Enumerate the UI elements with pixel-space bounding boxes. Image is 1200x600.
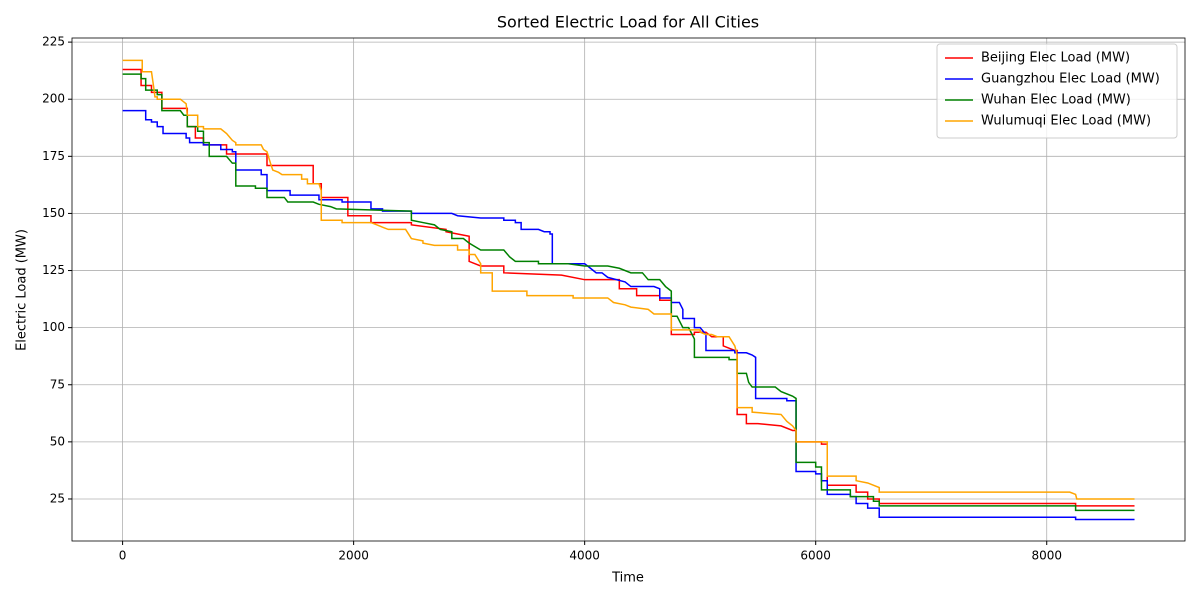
chart-title: Sorted Electric Load for All Cities	[497, 13, 759, 32]
y-tick-label: 100	[42, 320, 65, 334]
legend-label: Beijing Elec Load (MW)	[981, 51, 1130, 66]
legend-box	[936, 43, 1178, 139]
y-tick-label: 225	[42, 35, 65, 49]
y-tick-label: 75	[50, 377, 65, 391]
x-tick-label: 4000	[569, 549, 600, 563]
series-line	[122, 59, 1135, 500]
y-axis-label: Electric Load (MW)	[15, 229, 30, 351]
legend-label: Wulumuqi Elec Load (MW)	[981, 114, 1151, 129]
y-tick-label: 125	[42, 263, 65, 277]
y-tick-label: 150	[42, 206, 65, 220]
series-line	[122, 73, 1135, 512]
legend-label: Wuhan Elec Load (MW)	[981, 93, 1131, 108]
y-tick-label: 200	[42, 92, 65, 106]
x-tick-label: 6000	[800, 549, 831, 563]
y-tick-label: 175	[42, 149, 65, 163]
x-tick-label: 8000	[1031, 549, 1062, 563]
y-tick-label: 25	[50, 491, 65, 505]
legend: Beijing Elec Load (MW) Guangzhou Elec Loa…	[936, 43, 1178, 139]
x-tick-label: 2000	[338, 549, 369, 563]
x-tick-label: 0	[119, 549, 127, 563]
legend-label: Guangzhou Elec Load (MW)	[981, 72, 1160, 87]
plot-frame	[71, 37, 1186, 542]
x-axis-label: Time	[611, 571, 644, 586]
series-line	[122, 109, 1135, 521]
y-tick-label: 50	[50, 434, 65, 448]
